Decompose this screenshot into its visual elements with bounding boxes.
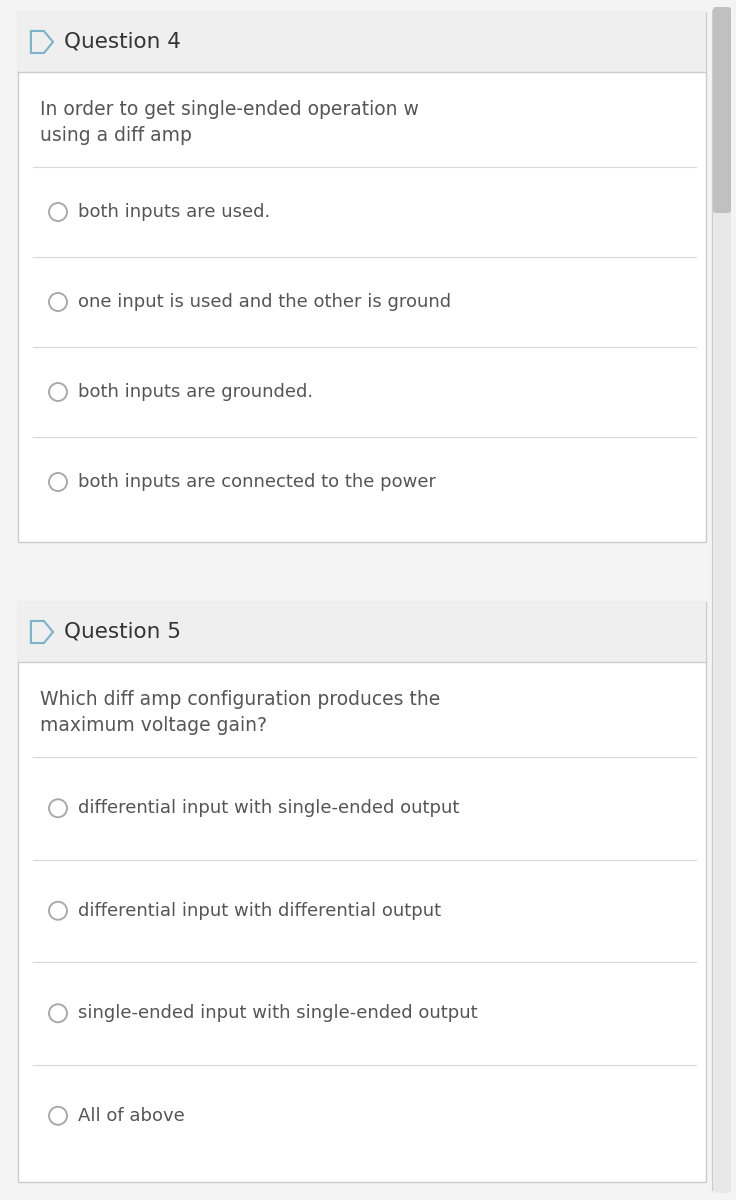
- FancyBboxPatch shape: [713, 7, 731, 214]
- Text: All of above: All of above: [78, 1106, 185, 1124]
- FancyBboxPatch shape: [18, 602, 706, 662]
- Text: using a diff amp: using a diff amp: [40, 126, 192, 145]
- FancyBboxPatch shape: [18, 602, 706, 1182]
- Text: maximum voltage gain?: maximum voltage gain?: [40, 716, 267, 734]
- FancyBboxPatch shape: [18, 12, 706, 542]
- Text: both inputs are connected to the power: both inputs are connected to the power: [78, 473, 436, 491]
- Text: In order to get single-ended operation w: In order to get single-ended operation w: [40, 100, 419, 119]
- Text: Which diff amp configuration produces the: Which diff amp configuration produces th…: [40, 690, 440, 709]
- Text: differential input with single-ended output: differential input with single-ended out…: [78, 799, 459, 817]
- Text: one input is used and the other is ground: one input is used and the other is groun…: [78, 293, 451, 311]
- Text: Question 4: Question 4: [64, 32, 181, 52]
- Text: both inputs are used.: both inputs are used.: [78, 203, 270, 221]
- Text: Question 5: Question 5: [64, 622, 181, 642]
- FancyBboxPatch shape: [713, 7, 731, 1193]
- Text: single-ended input with single-ended output: single-ended input with single-ended out…: [78, 1004, 478, 1022]
- FancyBboxPatch shape: [18, 12, 706, 72]
- Text: both inputs are grounded.: both inputs are grounded.: [78, 383, 313, 401]
- Text: differential input with differential output: differential input with differential out…: [78, 901, 441, 919]
